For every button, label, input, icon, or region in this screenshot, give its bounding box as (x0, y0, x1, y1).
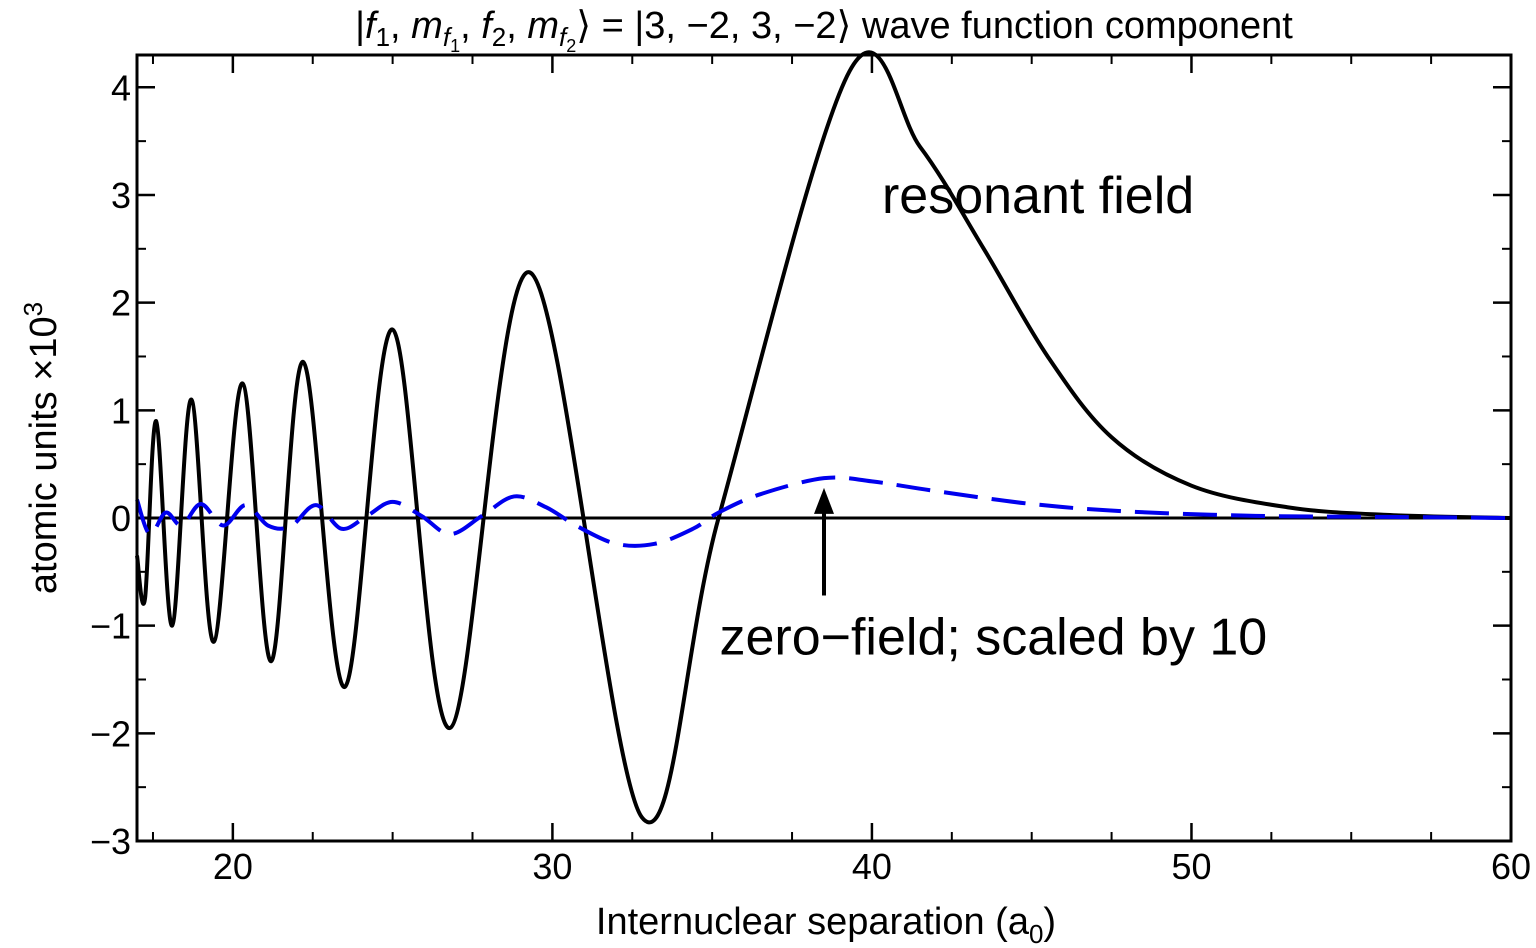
x-axis-label-end: ) (1043, 901, 1056, 943)
chart-title: |f1, mf1, f2, mf2⟩ = |3, −2, 3, −2⟩ wave… (355, 5, 1293, 56)
x-tick-label: 20 (213, 846, 253, 887)
plot-frame (135, 53, 1513, 843)
series-zero-field (135, 475, 1512, 548)
y-tick-label: 1 (111, 390, 131, 431)
title-bar-left: | (355, 5, 365, 47)
title-f1-sub: 1 (376, 22, 390, 52)
title-mf2: m (527, 5, 559, 47)
y-tick-label: 2 (111, 283, 131, 324)
y-tick-label: −2 (90, 713, 131, 754)
annotation-resonant-field: resonant field (882, 167, 1194, 225)
title-tail: ⟩ = |3, −2, 3, −2⟩ wave function compone… (576, 5, 1293, 47)
y-tick-label: −1 (90, 606, 131, 647)
title-mf2-sub: f (559, 22, 569, 52)
x-axis-label-main: Internuclear separation (a (596, 901, 1030, 943)
series-resonant-field (135, 50, 1512, 825)
y-tick-label: 3 (111, 175, 131, 216)
title-sep-2: , (460, 5, 481, 47)
x-tick-label: 60 (1491, 846, 1531, 887)
title-sep-1: , (390, 5, 411, 47)
title-sep-3: , (506, 5, 527, 47)
annotation-zero-field: zero−field; scaled by 10 (719, 608, 1267, 666)
title-f2: f (481, 5, 495, 47)
title-mf1-sub: f (443, 22, 453, 52)
x-tick-label: 50 (1171, 846, 1211, 887)
plot-area (137, 55, 1511, 841)
tick-labels: 20 30 40 50 60 −3 −2 −1 0 1 2 3 4 (90, 67, 1531, 887)
y-axis-label-main: atomic units ×10 (23, 316, 65, 594)
x-tick-label: 30 (532, 846, 572, 887)
y-axis-label-sup: 3 (18, 302, 48, 316)
title-f1: f (365, 5, 379, 47)
x-axis-label: Internuclear separation (a0) (596, 901, 1056, 948)
y-axis-label: atomic units ×103 (18, 302, 65, 594)
x-axis-label-sub: 0 (1029, 919, 1043, 948)
y-tick-label: 4 (111, 67, 131, 108)
y-tick-label: 0 (111, 498, 131, 539)
title-mf2-subsub: 2 (566, 36, 576, 56)
title-f2-sub: 2 (492, 22, 506, 52)
title-mf1: m (411, 5, 443, 47)
title-mf1-subsub: 1 (450, 36, 460, 56)
x-tick-label: 40 (852, 846, 892, 887)
y-tick-label: −3 (90, 821, 131, 862)
annotation-arrow-head (814, 487, 834, 514)
